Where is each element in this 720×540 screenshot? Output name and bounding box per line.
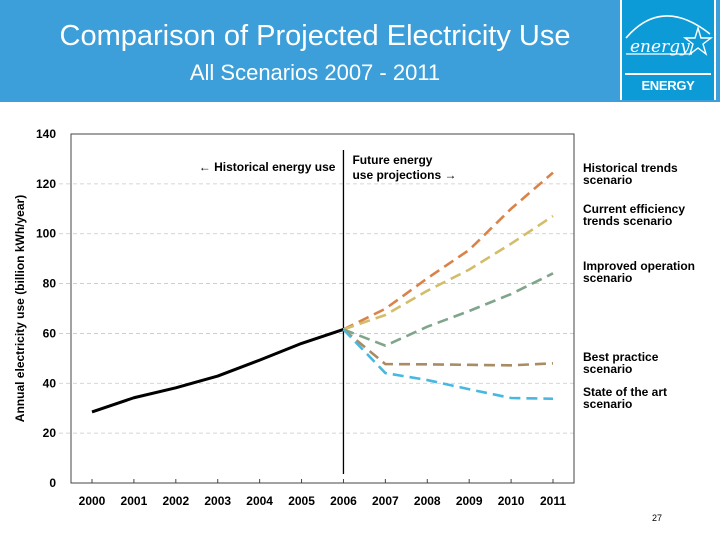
y-tick-label: 80 — [43, 277, 57, 291]
series-label-best-practice-scenario: Best practice — [583, 350, 659, 364]
energy-star-icon: energy — [625, 15, 714, 57]
series-label-current-efficiency-trends-scenario: Current efficiency — [583, 202, 685, 216]
series-line-state-of-the-art-scenario — [342, 328, 554, 401]
y-tick-label: 60 — [43, 326, 57, 340]
x-tick-label: 2005 — [288, 494, 315, 508]
y-tick-label: 0 — [49, 476, 56, 490]
series-line-best-practice-scenario — [342, 328, 554, 367]
x-tick-label: 2001 — [121, 494, 148, 508]
series-line-current-efficiency-trends-scenario — [343, 214, 554, 331]
series-label-historical-trends-scenario: scenario — [583, 173, 632, 187]
logo-script-text: energy — [630, 37, 690, 57]
x-tick-label: 2000 — [79, 494, 106, 508]
annotation-future: use projections → — [352, 168, 456, 182]
y-tick-label: 20 — [43, 426, 57, 440]
line-chart: 0 20 40 60 80 100 120 140 2000 2001 2002 2003 2004 20… — [13, 127, 695, 508]
series-line-improved-operation-scenario — [342, 272, 554, 347]
series-label-improved-operation-scenario: Improved operation — [583, 259, 695, 273]
page-number: 27 — [652, 513, 663, 523]
x-tick-label: 2011 — [540, 494, 566, 508]
y-tick-label: 140 — [36, 127, 56, 141]
series-label-improved-operation-scenario: scenario — [583, 271, 632, 285]
x-tick-label: 2003 — [204, 494, 231, 508]
header-bar: Comparison of Projected Electricity Use … — [0, 0, 720, 115]
logo-label: ENERGY STAR — [625, 73, 711, 115]
slide-title: Comparison of Projected Electricity Use — [59, 20, 571, 52]
x-tick-label: 2009 — [456, 494, 483, 508]
y-axis-label: Annual electricity use (billion kWh/year… — [13, 195, 27, 422]
energy-star-logo: energy ENERGY STAR — [620, 0, 716, 115]
annotation-historical: ← Historical energy use — [199, 160, 336, 174]
series-line-historical-energy-use — [91, 328, 344, 414]
y-tick-label: 100 — [36, 227, 56, 241]
x-tick-label: 2004 — [246, 494, 273, 508]
y-tick-label: 40 — [43, 376, 57, 390]
series-label-state-of-the-art-scenario: State of the art — [583, 385, 667, 399]
x-tick-label: 2002 — [162, 494, 189, 508]
series-label-best-practice-scenario: scenario — [583, 362, 632, 376]
annotation-future: Future energy — [352, 153, 432, 167]
series-line-historical-trends-scenario — [342, 171, 554, 331]
x-tick-label: 2006 — [330, 494, 357, 508]
series-label-current-efficiency-trends-scenario: trends scenario — [583, 214, 672, 228]
x-tick-label: 2008 — [414, 494, 441, 508]
series-label-state-of-the-art-scenario: scenario — [583, 397, 632, 411]
x-tick-label: 2010 — [498, 494, 525, 508]
x-tick-label: 2007 — [372, 494, 399, 508]
series-label-historical-trends-scenario: Historical trends — [583, 161, 678, 175]
slide-subtitle: All Scenarios 2007 - 2011 — [189, 60, 441, 85]
y-tick-label: 120 — [36, 177, 56, 191]
plot-frame — [70, 133, 575, 484]
